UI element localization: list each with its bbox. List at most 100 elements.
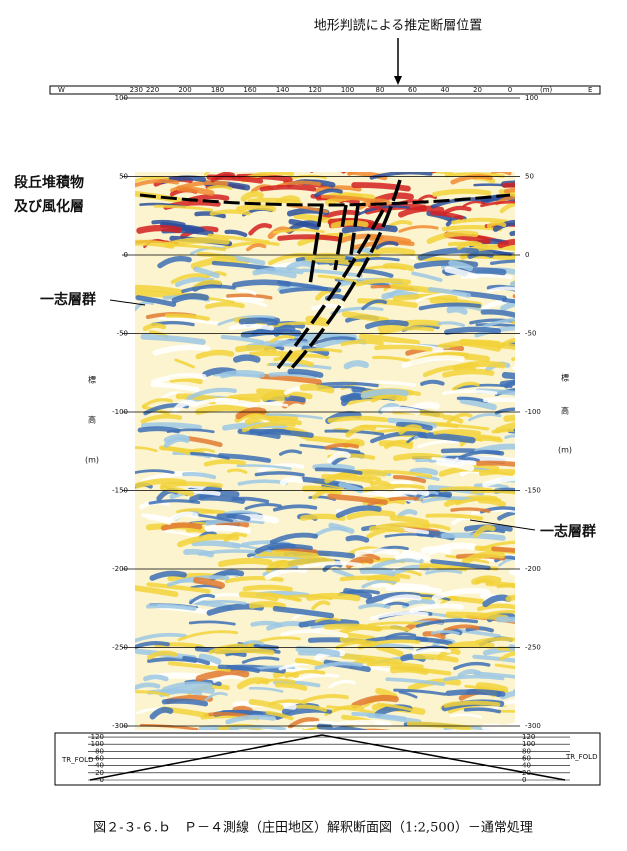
- seismic-reflector: [160, 481, 223, 488]
- seismic-reflector: [385, 677, 445, 687]
- seismic-reflector: [509, 281, 515, 288]
- seismic-reflector: [248, 698, 284, 711]
- seismic-reflector: [195, 404, 250, 415]
- seismic-reflector: [476, 682, 509, 693]
- seismic-reflector: [387, 417, 437, 429]
- seismic-reflector: [135, 446, 158, 453]
- seismic-reflector: [162, 681, 213, 692]
- terrace-label: 及び風化層: [14, 198, 84, 215]
- fold-tick-label: 60: [522, 755, 531, 763]
- seismic-reflector: [444, 172, 505, 178]
- seismic-reflector: [518, 474, 539, 476]
- distance-tick-label: 80: [376, 86, 385, 94]
- seismic-reflector: [361, 579, 397, 589]
- distance-tick-label: 230: [130, 86, 143, 94]
- seismic-reflector: [135, 239, 175, 249]
- seismic-reflector: [477, 603, 515, 612]
- seismic-reflector: [195, 669, 250, 682]
- east-label: E: [588, 86, 592, 94]
- seismic-reflector: [161, 698, 209, 707]
- seismic-reflector: [432, 188, 492, 197]
- seismic-reflector: [284, 669, 326, 679]
- seismic-reflector: [513, 688, 515, 694]
- seismic-reflector: [142, 398, 173, 408]
- seismic-reflector: [254, 542, 296, 554]
- seismic-reflector: [315, 381, 379, 388]
- seismic-reflector: [430, 559, 491, 571]
- seismic-reflector: [482, 475, 515, 488]
- seismic-reflector: [269, 321, 329, 329]
- seismic-reflector: [440, 532, 506, 541]
- elevation-tick-label: -50: [117, 330, 128, 338]
- seismic-reflector: [518, 468, 548, 473]
- seismic-reflector: [182, 472, 217, 480]
- seismic-reflector: [377, 319, 442, 332]
- seismic-reflector: [158, 316, 220, 325]
- seismic-reflector: [330, 220, 369, 229]
- seismic-reflector: [499, 201, 515, 214]
- seismic-reflector: [163, 436, 190, 448]
- seismic-reflector: [222, 241, 280, 250]
- seismic-reflector: [453, 661, 491, 671]
- seismic-reflector: [242, 584, 293, 592]
- seismic-reflector: [459, 339, 502, 352]
- seismic-reflector: [512, 366, 515, 370]
- seismic-reflector: [442, 368, 495, 378]
- seismic-reflector: [382, 262, 415, 272]
- seismic-reflector: [317, 274, 358, 283]
- seismic-reflector: [508, 569, 515, 576]
- fold-panel: [54, 732, 601, 786]
- fold-tick-label: 0: [522, 776, 526, 784]
- faults: [276, 179, 402, 372]
- seismic-reflector: [398, 690, 418, 699]
- seismic-reflector: [372, 557, 424, 570]
- seismic-reflector: [244, 502, 282, 510]
- seismic-reflector: [314, 188, 343, 198]
- fold-tick-label: 0: [100, 776, 104, 784]
- distance-tick-label: 180: [211, 86, 224, 94]
- seismic-reflector: [448, 260, 474, 272]
- elevation-tick-label: -300: [525, 722, 541, 730]
- seismic-reflector: [512, 252, 515, 259]
- seismic-reflector: [314, 467, 363, 475]
- seismic-reflector: [254, 471, 305, 477]
- terrace-label: 段丘堆積物: [14, 174, 84, 191]
- seismic-reflector: [176, 508, 215, 514]
- seismic-reflector: [378, 440, 414, 450]
- seismic-reflector: [347, 172, 359, 176]
- seismic-reflector: [357, 298, 418, 308]
- seismic-reflector: [247, 636, 301, 647]
- seismic-reflector: [359, 568, 396, 577]
- seismic-reflector: [286, 260, 314, 272]
- seismic-reflector: [195, 599, 247, 606]
- seismic-reflector: [216, 513, 251, 522]
- seismic-reflector: [357, 205, 411, 216]
- seismic-reflector: [439, 486, 494, 493]
- seismic-reflector: [248, 686, 284, 693]
- seismic-reflector: [157, 255, 192, 269]
- seismic-reflector: [294, 658, 325, 668]
- seismic-reflector: [241, 656, 280, 664]
- seismic-reflector: [206, 174, 264, 184]
- seismic-reflector: [273, 546, 318, 555]
- seismic-reflector: [341, 310, 390, 324]
- seismic-reflector: [442, 414, 464, 424]
- seismic-reflector: [398, 424, 423, 435]
- seismic-reflector: [418, 194, 438, 202]
- seismic-reflector: [182, 655, 211, 666]
- seismic-reflector: [480, 200, 515, 208]
- distance-tick-label: 40: [441, 86, 450, 94]
- distance-tick-label: 160: [243, 86, 256, 94]
- seismic-reflector: [505, 594, 515, 602]
- seismic-reflector: [269, 532, 319, 545]
- seismic-reflector: [324, 472, 358, 484]
- formation-pointer: [469, 519, 536, 531]
- seismic-reflector: [443, 700, 501, 708]
- seismic-reflector: [355, 278, 412, 287]
- seismic-reflector: [241, 298, 268, 308]
- distance-tick-label: 0: [508, 86, 512, 94]
- seismic-reflector: [279, 449, 303, 456]
- seismic-reflector: [406, 721, 472, 730]
- elevation-tick-label: -250: [112, 644, 128, 652]
- seismic-reflector: [452, 360, 506, 371]
